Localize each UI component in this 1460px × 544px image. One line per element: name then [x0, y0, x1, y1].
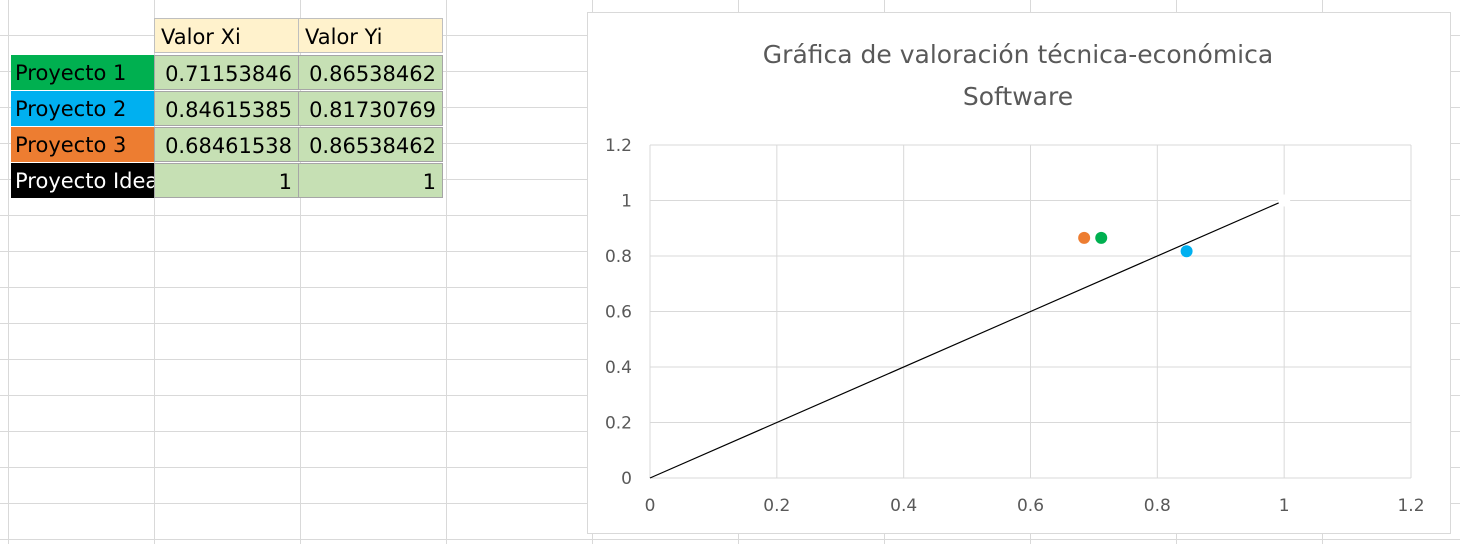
- cell-y-proyecto-ideal[interactable]: 1: [298, 163, 443, 198]
- row-label-proyecto-1[interactable]: Proyecto 1: [11, 55, 155, 90]
- chart-canvas: Gráfica de valoración técnica-económica …: [605, 40, 1425, 516]
- cell-y-proyecto-1[interactable]: 0.86538462: [298, 55, 443, 90]
- cell-x-proyecto-1[interactable]: 0.71153846: [154, 55, 299, 90]
- cell-x-proyecto-3[interactable]: 0.68461538: [154, 127, 299, 162]
- cell-y-proyecto-3[interactable]: 0.86538462: [298, 127, 443, 162]
- x-tick-label: 0: [645, 496, 656, 516]
- chart-subtitle: Software: [963, 82, 1073, 111]
- y-tick-label: 0.2: [605, 414, 632, 434]
- y-tick-label: 0.4: [605, 358, 632, 378]
- row-label-proyecto-2[interactable]: Proyecto 2: [11, 91, 155, 126]
- y-axis-tick-labels: 0 0.2 0.4 0.6 0.8 1 1.2: [605, 136, 632, 489]
- point-proyecto-2: [1180, 245, 1193, 258]
- chart-title: Gráfica de valoración técnica-económica: [763, 40, 1273, 69]
- scatter-chart[interactable]: Gráfica de valoración técnica-económica …: [587, 12, 1451, 534]
- x-tick-label: 0.2: [763, 496, 790, 516]
- header-valor-xi[interactable]: Valor Xi: [154, 18, 299, 53]
- point-proyecto-3: [1078, 231, 1091, 244]
- x-tick-label: 1.2: [1397, 496, 1424, 516]
- y-tick-label: 0: [621, 469, 632, 489]
- y-tick-label: 1.2: [605, 136, 632, 156]
- row-label-proyecto-3[interactable]: Proyecto 3: [11, 127, 155, 162]
- cell-x-proyecto-ideal[interactable]: 1: [154, 163, 299, 198]
- point-proyecto-1: [1095, 231, 1108, 244]
- x-tick-label: 0.4: [890, 496, 917, 516]
- point-proyecto-ideal: [1278, 194, 1291, 207]
- x-tick-label: 1: [1279, 496, 1290, 516]
- reference-line: [649, 199, 1285, 479]
- y-tick-label: 0.6: [605, 303, 632, 323]
- diagonal-line: [649, 199, 1285, 479]
- x-tick-label: 0.8: [1144, 496, 1171, 516]
- y-tick-label: 1: [621, 192, 632, 212]
- y-tick-label: 0.8: [605, 247, 632, 267]
- x-tick-label: 0.6: [1017, 496, 1044, 516]
- x-axis-tick-labels: 0 0.2 0.4 0.6 0.8 1 1.2: [645, 496, 1425, 516]
- cell-x-proyecto-2[interactable]: 0.84615385: [154, 91, 299, 126]
- header-valor-yi[interactable]: Valor Yi: [298, 18, 443, 53]
- cell-y-proyecto-2[interactable]: 0.81730769: [298, 91, 443, 126]
- row-label-proyecto-ideal[interactable]: Proyecto Ideal: [11, 163, 155, 198]
- data-points: [1078, 194, 1291, 258]
